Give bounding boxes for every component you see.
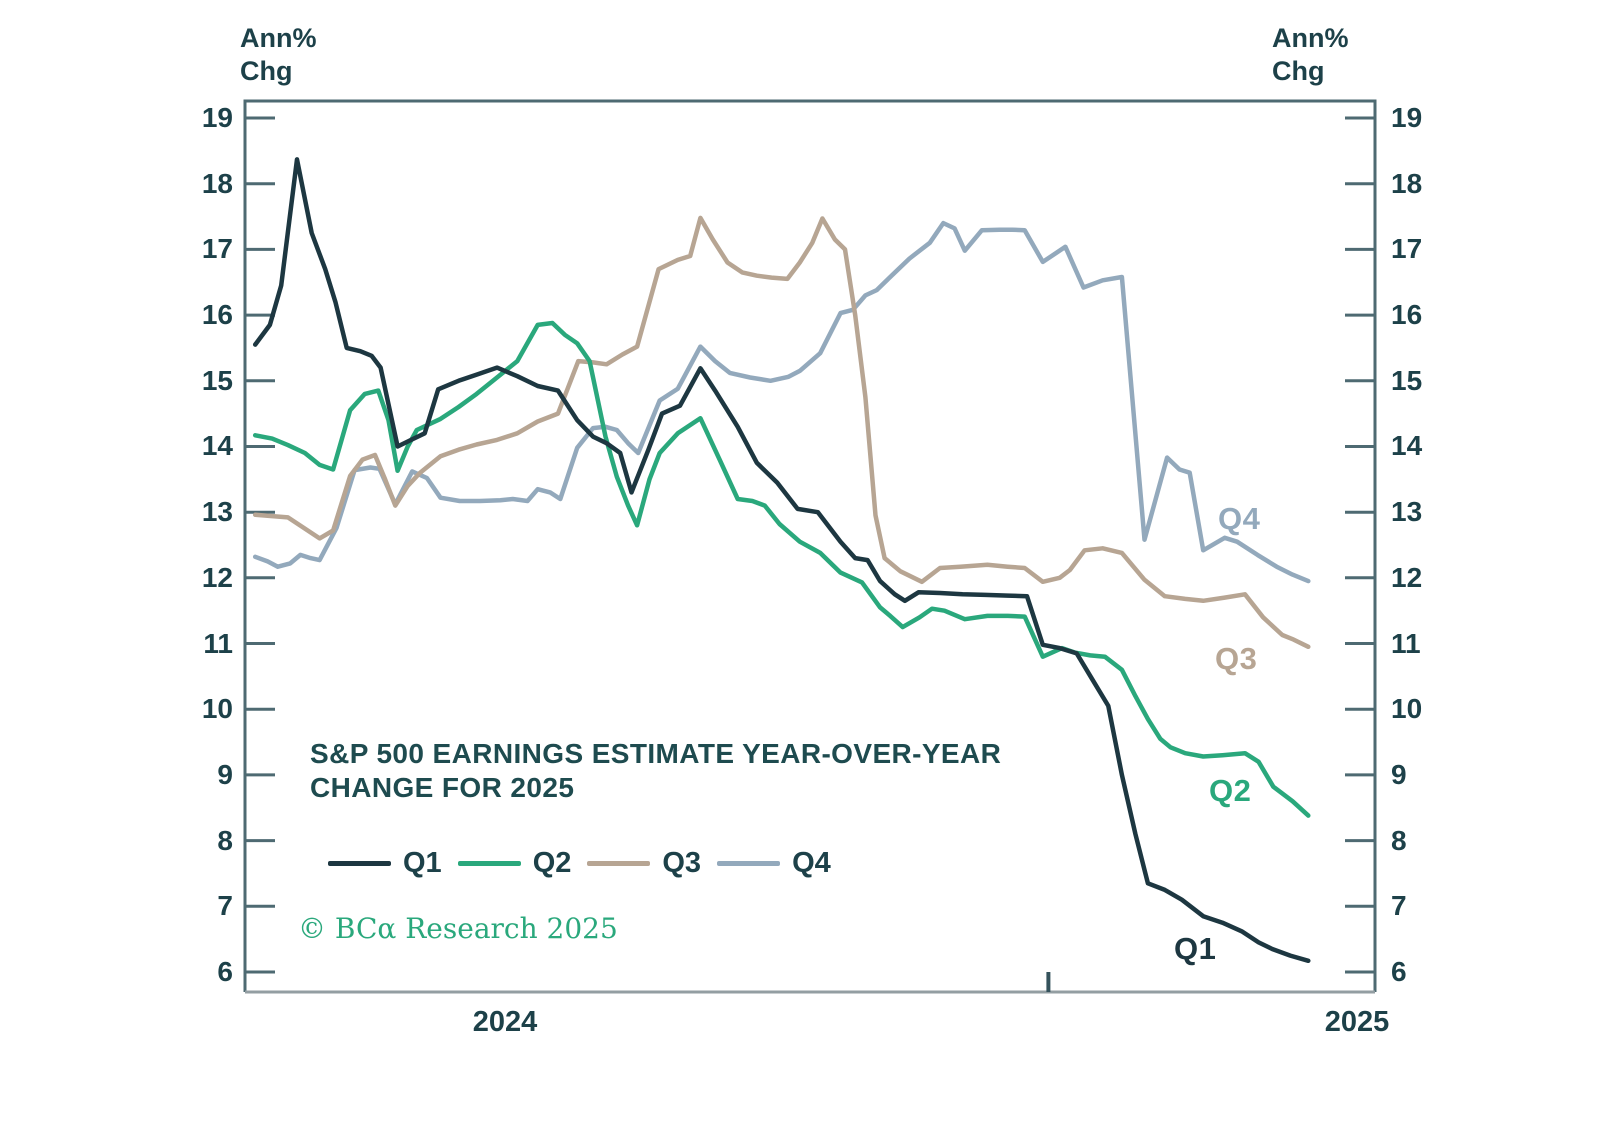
- right-axis-tick-label: 11: [1391, 628, 1421, 659]
- left-axis-tick-label: 6: [217, 956, 233, 987]
- q1-line-swatch-icon: [328, 860, 391, 866]
- chart-title-line2: CHANGE FOR 2025: [310, 772, 575, 803]
- q2-line: [252, 320, 1311, 818]
- right-axis-tick-label: 8: [1391, 825, 1407, 856]
- series-label-q4: Q4: [1218, 501, 1261, 536]
- right-axis-tick-label: 16: [1391, 299, 1423, 330]
- q4-line-swatch-icon: [717, 860, 781, 866]
- right-axis-unit-line1: Ann%: [1272, 23, 1349, 53]
- q3-line-swatch-icon: [587, 860, 651, 866]
- x-axis-year-label: 2024: [472, 1006, 538, 1038]
- right-axis-tick-label: 10: [1391, 693, 1423, 724]
- series-label-q3: Q3: [1215, 641, 1258, 676]
- right-axis-tick-label: 15: [1391, 365, 1423, 396]
- legend-label-q3: Q3: [662, 846, 702, 879]
- left-axis-tick-label: 11: [203, 628, 233, 659]
- right-axis-tick-label: 7: [1391, 890, 1407, 921]
- series-label-q1: Q1: [1174, 931, 1217, 966]
- right-axis-tick-label: 13: [1391, 496, 1423, 527]
- right-axis-tick-label: 12: [1391, 562, 1423, 593]
- left-axis-tick-label: 14: [201, 430, 233, 461]
- left-axis-unit-label: Ann% Chg: [240, 22, 317, 88]
- left-axis-tick-label: 19: [201, 102, 233, 133]
- right-axis-tick-label: 17: [1391, 233, 1423, 264]
- left-axis-unit-line1: Ann%: [240, 23, 317, 53]
- copyright-notice: © BCα Research 2025: [298, 912, 618, 945]
- chart-title: S&P 500 EARNINGS ESTIMATE YEAR-OVER-YEAR…: [310, 737, 1001, 805]
- legend-item-q3: Q3: [587, 847, 701, 880]
- right-axis-tick-label: 19: [1391, 102, 1423, 133]
- left-axis-tick-label: 15: [201, 365, 233, 396]
- right-axis-tick-label: 14: [1391, 430, 1423, 461]
- left-axis-tick-label: 10: [201, 693, 233, 724]
- legend-item-q2: Q2: [457, 846, 572, 880]
- right-axis-unit-label: Ann% Chg: [1272, 22, 1349, 88]
- left-axis-tick-label: 17: [201, 233, 233, 264]
- legend-label-q2: Q2: [532, 846, 572, 879]
- left-axis-tick-label: 12: [201, 562, 233, 593]
- left-axis-tick-label: 9: [217, 759, 233, 790]
- x-axis-year-label: 2025: [1324, 1006, 1390, 1038]
- legend-label-q1: Q1: [403, 846, 442, 879]
- series-label-q2: Q2: [1209, 773, 1252, 808]
- left-axis-tick-label: 8: [217, 825, 233, 856]
- chart-legend: Q1 Q2 Q3 Q4: [328, 845, 847, 881]
- right-axis-unit-line2: Chg: [1272, 56, 1325, 86]
- chart-title-line1: S&P 500 EARNINGS ESTIMATE YEAR-OVER-YEAR: [310, 738, 1002, 769]
- q1-line: [252, 157, 1311, 964]
- left-axis-tick-label: 18: [201, 168, 233, 199]
- left-axis-unit-line2: Chg: [240, 56, 293, 86]
- right-axis-tick-label: 9: [1391, 759, 1407, 790]
- legend-label-q4: Q4: [792, 846, 831, 879]
- right-axis-tick-label: 18: [1391, 168, 1423, 199]
- left-axis-tick-label: 16: [201, 299, 233, 330]
- plot-frame: [243, 99, 1377, 992]
- right-axis-tick-label: 6: [1391, 956, 1407, 987]
- legend-item-q4: Q4: [717, 847, 831, 880]
- left-axis-tick-label: 7: [217, 890, 233, 921]
- legend-item-q1: Q1: [328, 847, 442, 880]
- q3-line: [252, 215, 1311, 650]
- q2-line-swatch-icon: [457, 860, 521, 866]
- left-axis-tick-label: 13: [201, 496, 233, 527]
